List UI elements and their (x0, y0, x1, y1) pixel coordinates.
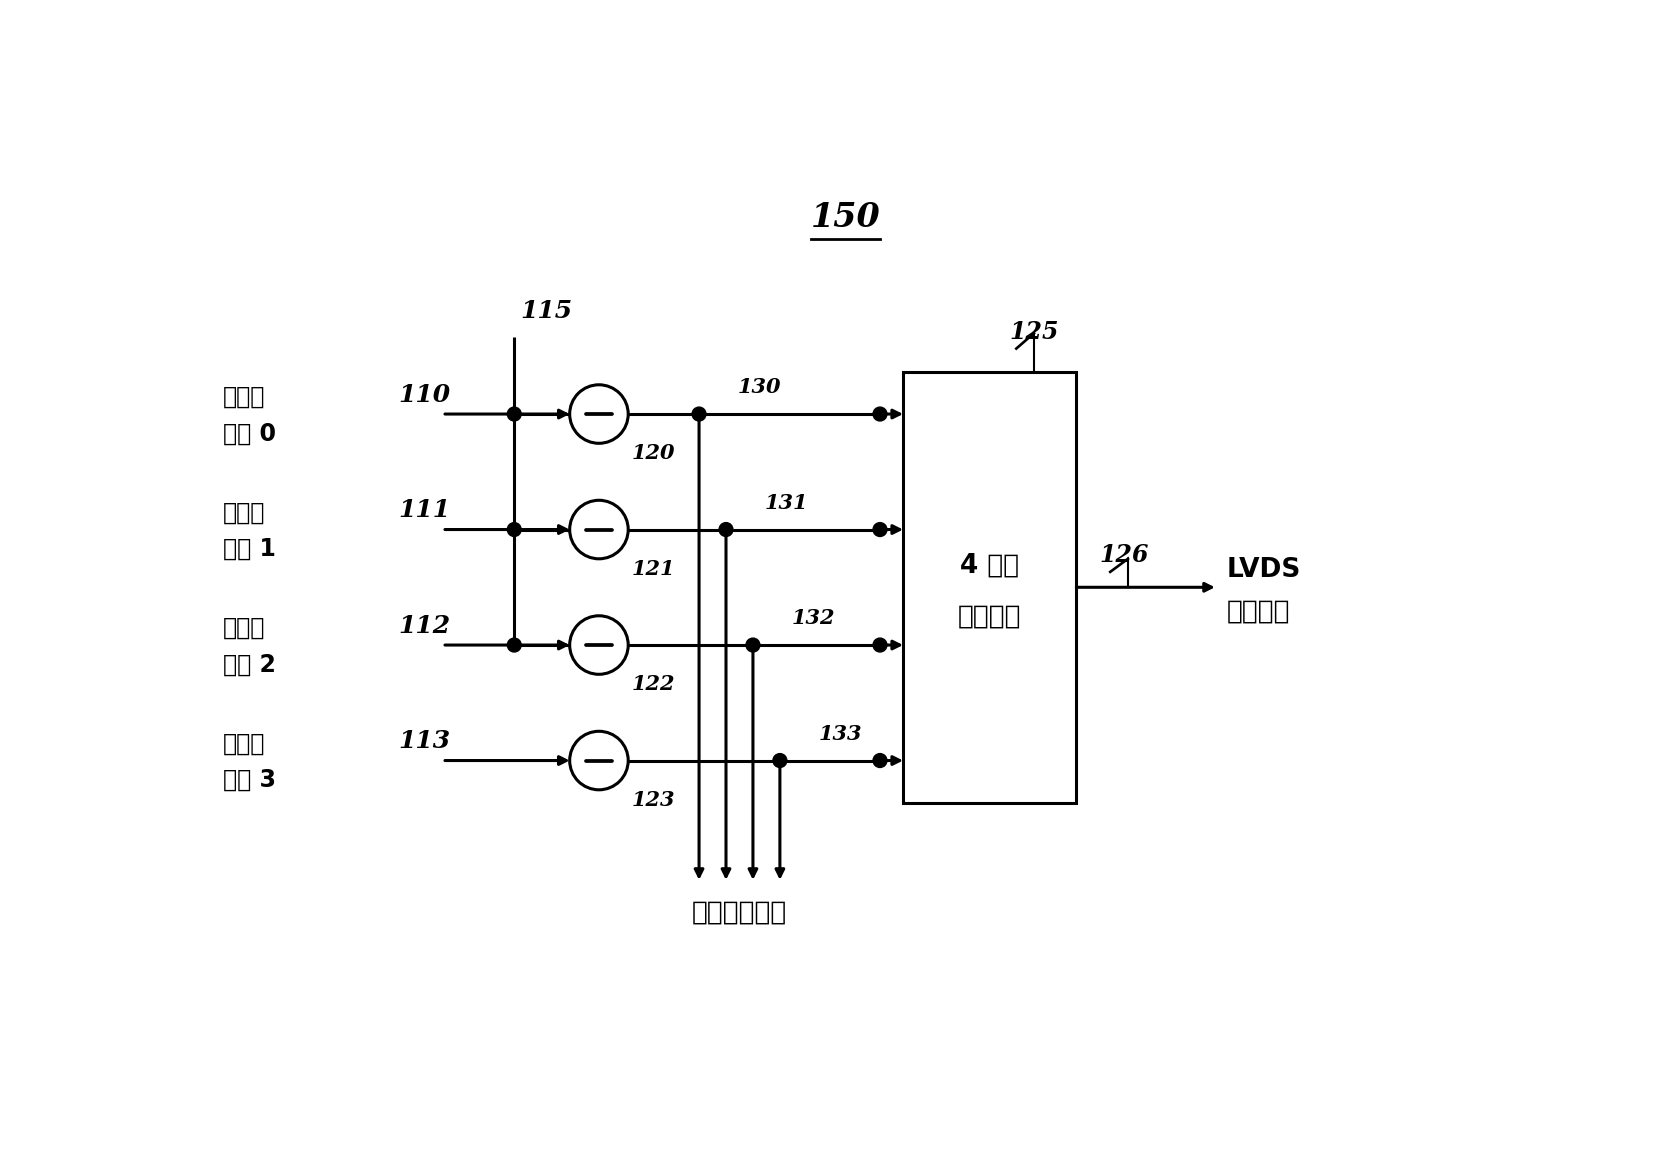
Text: 132: 132 (792, 609, 836, 628)
Text: 122: 122 (633, 674, 676, 694)
Text: 111: 111 (399, 498, 451, 522)
Text: 150: 150 (810, 202, 881, 234)
Circle shape (720, 522, 733, 536)
Text: 输出 2: 输出 2 (223, 652, 277, 676)
Text: 115: 115 (520, 300, 572, 323)
Circle shape (774, 753, 787, 767)
Circle shape (507, 638, 522, 652)
Text: 计数器: 计数器 (223, 385, 265, 409)
Text: 133: 133 (819, 724, 862, 744)
Circle shape (507, 407, 522, 421)
Text: LVDS: LVDS (1227, 557, 1300, 583)
Circle shape (873, 638, 888, 652)
Text: 计数器: 计数器 (223, 500, 265, 525)
Circle shape (747, 638, 760, 652)
Text: 110: 110 (399, 382, 451, 407)
Circle shape (507, 522, 522, 536)
Bar (903, 372, 1076, 803)
Text: 112: 112 (399, 613, 451, 638)
Text: 125: 125 (1008, 319, 1059, 344)
Text: 120: 120 (633, 443, 676, 463)
Circle shape (873, 522, 888, 536)
Circle shape (873, 407, 888, 421)
Text: 130: 130 (738, 377, 780, 398)
Text: 串行处理: 串行处理 (958, 604, 1022, 630)
Text: 126: 126 (1099, 543, 1149, 567)
Text: 计数器: 计数器 (223, 731, 265, 756)
Text: 输出数据: 输出数据 (1227, 599, 1290, 625)
Circle shape (873, 753, 888, 767)
Text: 算位部分数据: 算位部分数据 (691, 900, 787, 926)
Text: 131: 131 (765, 492, 809, 513)
Text: 计数器: 计数器 (223, 616, 265, 640)
Text: 123: 123 (633, 789, 676, 810)
Circle shape (691, 407, 706, 421)
Text: 输出 3: 输出 3 (223, 767, 277, 792)
Text: 输出 1: 输出 1 (223, 536, 277, 561)
Text: 4 系统: 4 系统 (960, 553, 1019, 578)
Text: 121: 121 (633, 559, 676, 578)
Text: 输出 0: 输出 0 (223, 421, 277, 445)
Text: 113: 113 (399, 729, 451, 753)
